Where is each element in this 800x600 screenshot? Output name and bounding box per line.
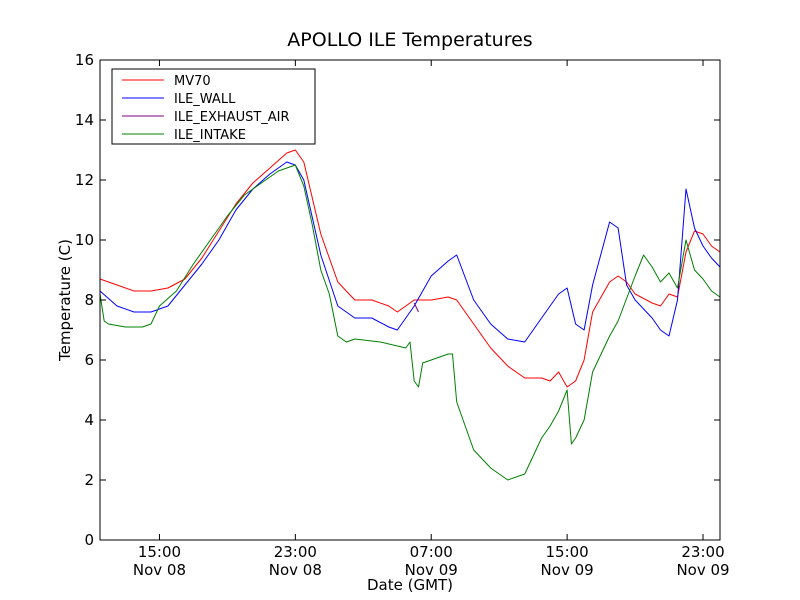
y-tick-label: 12	[75, 171, 94, 189]
chart-title: APOLLO ILE Temperatures	[287, 29, 532, 51]
y-tick-label: 4	[84, 411, 94, 429]
x-tick-label-date: Nov 08	[269, 561, 322, 579]
legend-label: ILE_EXHAUST_AIR	[174, 110, 290, 125]
y-tick-label: 6	[84, 351, 94, 369]
x-tick-label-date: Nov 09	[405, 561, 458, 579]
series-line-ile-intake	[99, 164, 721, 481]
y-axis-title: Temperature (C)	[56, 239, 74, 362]
x-tick-label-time: 15:00	[546, 543, 589, 561]
y-tick-label: 10	[75, 231, 94, 249]
y-tick-label: 2	[84, 471, 94, 489]
series-line-ile-wall	[99, 161, 721, 343]
legend-label: ILE_WALL	[174, 92, 236, 107]
series-layer	[99, 149, 721, 481]
x-tick-label-time: 23:00	[274, 543, 317, 561]
x-axis-title: Date (GMT)	[367, 576, 453, 594]
x-tick-label-time: 23:00	[681, 543, 724, 561]
legend-label: MV70	[174, 74, 211, 89]
y-tick-label: 8	[84, 291, 94, 309]
legend-box	[111, 68, 316, 145]
x-tick-label-time: 07:00	[410, 543, 453, 561]
y-tick-label: 16	[75, 51, 94, 69]
x-tick-label-date: Nov 08	[133, 561, 186, 579]
legend-label: ILE_INTAKE	[174, 128, 246, 143]
y-tick-label: 0	[84, 531, 94, 549]
y-tick-label: 14	[75, 111, 94, 129]
series-line-ile-exhaust-air	[413, 302, 419, 313]
x-tick-label-time: 15:00	[138, 543, 181, 561]
legend: MV70 ILE_WALL ILE_EXHAUST_AIR ILE_INTAKE	[111, 68, 316, 145]
x-tick-label-date: Nov 09	[676, 561, 729, 579]
x-tick-label-date: Nov 09	[541, 561, 594, 579]
series-line-mv70	[99, 149, 721, 388]
